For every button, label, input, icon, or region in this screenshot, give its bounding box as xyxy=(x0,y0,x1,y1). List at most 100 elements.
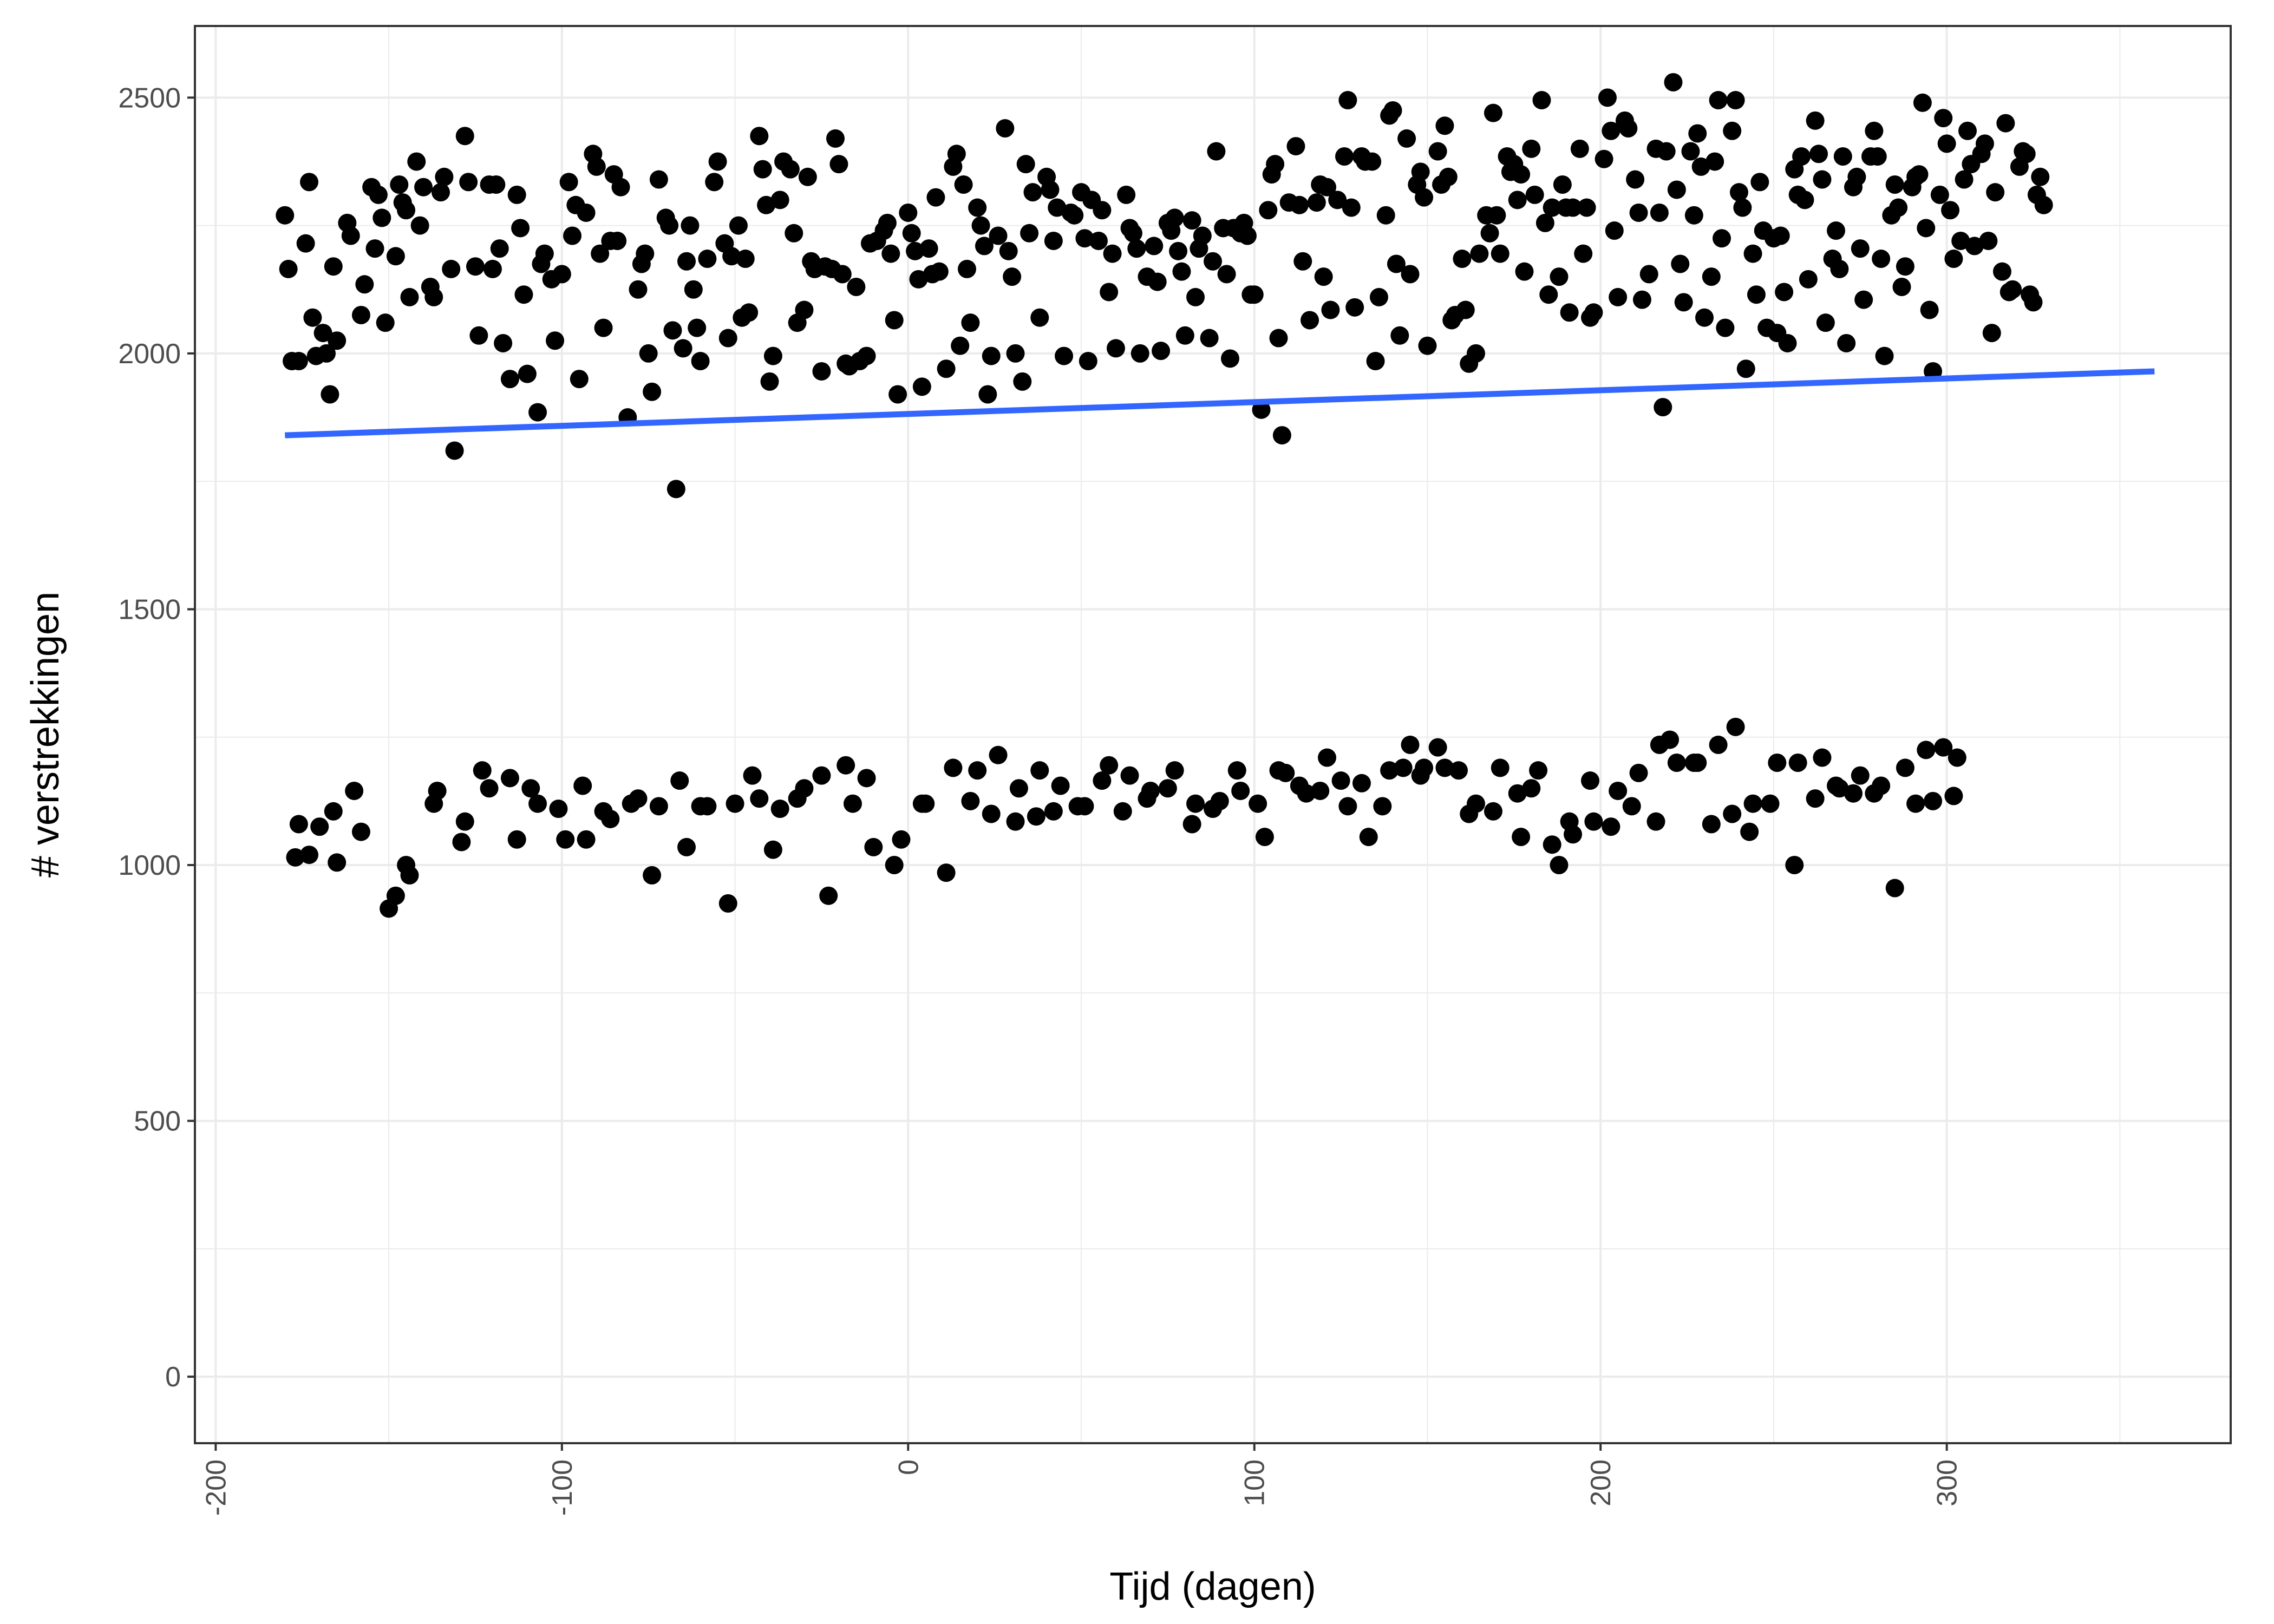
data-point xyxy=(1654,398,1672,417)
data-point xyxy=(1667,180,1686,199)
data-point xyxy=(455,127,474,146)
data-point xyxy=(386,886,405,905)
data-point xyxy=(878,213,897,232)
y-tick-label: 500 xyxy=(134,1106,181,1137)
data-point xyxy=(276,206,295,225)
data-point xyxy=(1951,231,1970,250)
x-tick-label: -200 xyxy=(200,1459,232,1516)
data-point xyxy=(577,830,596,849)
data-point xyxy=(313,324,332,343)
data-point xyxy=(289,815,308,834)
data-point xyxy=(611,178,630,197)
data-point xyxy=(1941,201,1960,220)
data-point xyxy=(1435,758,1454,777)
data-point xyxy=(629,789,648,808)
data-point xyxy=(573,776,592,795)
data-point xyxy=(1584,812,1603,831)
data-point xyxy=(750,127,769,146)
data-point xyxy=(1276,763,1295,782)
data-point xyxy=(1186,794,1205,813)
data-point xyxy=(1318,178,1337,197)
data-point xyxy=(1872,776,1891,795)
data-point xyxy=(1480,224,1499,243)
x-axis-title: Tijd (dagen) xyxy=(1109,1565,1316,1608)
data-point xyxy=(726,794,744,813)
data-point xyxy=(1813,170,1832,189)
data-point xyxy=(1965,237,1984,256)
data-point xyxy=(1006,344,1025,363)
data-point xyxy=(1778,333,1797,352)
data-point xyxy=(1075,229,1094,248)
data-point xyxy=(947,145,966,163)
data-point xyxy=(559,173,578,192)
data-point xyxy=(1466,344,1485,363)
data-point xyxy=(591,244,610,263)
data-point xyxy=(1210,791,1229,810)
data-point xyxy=(770,800,789,818)
data-point xyxy=(1487,206,1506,225)
data-point xyxy=(1775,283,1794,302)
data-point xyxy=(1709,735,1728,754)
data-point xyxy=(324,257,343,276)
data-point xyxy=(1123,224,1142,243)
data-point xyxy=(328,853,347,872)
data-point xyxy=(954,175,973,194)
data-point xyxy=(1702,267,1721,286)
data-point xyxy=(961,791,980,810)
data-point xyxy=(1266,155,1285,174)
data-point xyxy=(926,188,945,207)
data-point xyxy=(1030,308,1049,327)
data-point xyxy=(1706,152,1724,171)
data-point xyxy=(455,812,474,831)
data-point xyxy=(1806,789,1825,808)
data-point xyxy=(1290,195,1309,214)
data-point xyxy=(386,247,405,266)
data-point xyxy=(1335,147,1354,166)
data-point xyxy=(1383,101,1402,120)
data-point xyxy=(1186,287,1205,306)
data-point xyxy=(1508,784,1527,803)
data-point xyxy=(919,239,938,258)
data-point xyxy=(1944,787,1963,806)
data-point xyxy=(528,794,547,813)
data-point xyxy=(1650,203,1669,222)
y-axis-title: # verstrekkingen xyxy=(24,592,67,878)
data-point xyxy=(500,370,519,389)
data-point xyxy=(1844,784,1863,803)
data-point xyxy=(951,336,970,355)
data-point xyxy=(300,173,319,192)
data-point xyxy=(909,270,928,289)
data-point xyxy=(1661,730,1680,749)
data-point xyxy=(1131,344,1149,363)
major-gridlines xyxy=(195,26,2231,1443)
data-point xyxy=(1944,250,1963,269)
data-point xyxy=(390,175,409,194)
data-point xyxy=(514,285,533,304)
data-point xyxy=(321,385,339,404)
data-point xyxy=(770,191,789,209)
data-point xyxy=(1910,165,1929,184)
data-point xyxy=(1691,157,1710,176)
data-point xyxy=(902,224,921,243)
data-point xyxy=(1141,781,1160,800)
data-point xyxy=(1175,326,1194,345)
data-point xyxy=(957,259,976,278)
data-point xyxy=(636,244,655,263)
data-point xyxy=(1522,139,1541,158)
data-point xyxy=(978,385,997,404)
data-point xyxy=(328,331,347,350)
trend-line xyxy=(285,368,2155,438)
data-point xyxy=(1816,313,1835,332)
data-point xyxy=(1376,206,1395,225)
y-tick-label: 2500 xyxy=(118,82,181,114)
data-point xyxy=(442,259,461,278)
data-point xyxy=(1145,237,1164,256)
data-point xyxy=(507,830,526,849)
data-point xyxy=(1314,267,1333,286)
data-point xyxy=(1321,300,1340,319)
data-point xyxy=(355,275,374,294)
data-point xyxy=(982,804,1001,823)
data-point xyxy=(1716,318,1735,337)
data-point xyxy=(1788,753,1807,772)
data-point xyxy=(1373,797,1392,816)
